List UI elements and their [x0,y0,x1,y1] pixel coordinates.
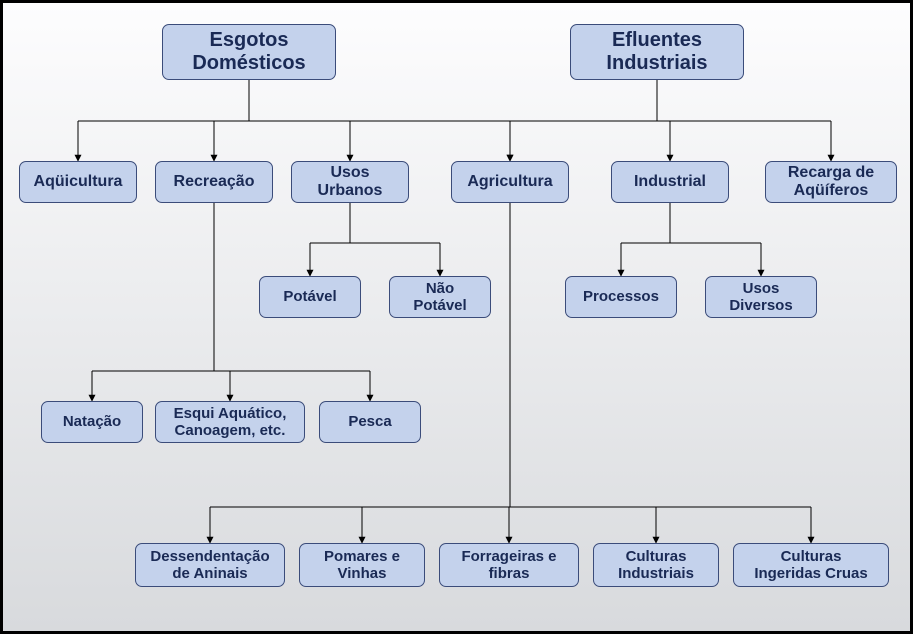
node-processos: Processos [565,276,677,318]
edges-layer [3,3,913,637]
node-efluentes: Efluentes Industriais [570,24,744,80]
node-potavel: Potável [259,276,361,318]
node-urbanos: Usos Urbanos [291,161,409,203]
node-label: Pomares e Vinhas [324,548,400,583]
node-pesca: Pesca [319,401,421,443]
node-label: Potável [283,288,336,305]
node-label: Dessendentação de Aninais [150,548,269,583]
node-label: Forrageiras e fibras [461,548,556,583]
node-agricultura: Agricultura [451,161,569,203]
node-naopotavel: Não Potável [389,276,491,318]
node-industrial: Industrial [611,161,729,203]
diagram-frame: Esgotos Domésticos Efluentes Industriais A… [0,0,913,634]
node-usosdiv: Usos Diversos [705,276,817,318]
node-label: Recreação [174,173,255,191]
node-label: Esqui Aquático, Canoagem, etc. [174,405,287,440]
node-esgotos: Esgotos Domésticos [162,24,336,80]
node-label: Processos [583,288,659,305]
node-label: Usos Diversos [729,280,792,315]
node-natacao: Natação [41,401,143,443]
node-label: Agricultura [467,173,552,191]
node-esqui: Esqui Aquático, Canoagem, etc. [155,401,305,443]
node-label: Culturas Ingeridas Cruas [754,548,867,583]
node-forrag: Forrageiras e fibras [439,543,579,587]
node-label: Recarga de Aqüíferos [788,164,874,201]
node-label: Pesca [348,413,391,430]
node-cultind: Culturas Industriais [593,543,719,587]
node-recarga: Recarga de Aqüíferos [765,161,897,203]
node-label: Natação [63,413,121,430]
node-label: Industrial [634,173,706,191]
node-label: Usos Urbanos [318,164,383,201]
node-label: Esgotos Domésticos [192,29,305,75]
node-label: Culturas Industriais [618,548,694,583]
node-recreacao: Recreação [155,161,273,203]
node-label: Efluentes Industriais [606,29,707,75]
node-label: Aqüicultura [34,173,123,191]
node-dessend: Dessendentação de Aninais [135,543,285,587]
node-pomares: Pomares e Vinhas [299,543,425,587]
node-cultcruas: Culturas Ingeridas Cruas [733,543,889,587]
node-label: Não Potável [413,280,466,315]
node-aquicultura: Aqüicultura [19,161,137,203]
